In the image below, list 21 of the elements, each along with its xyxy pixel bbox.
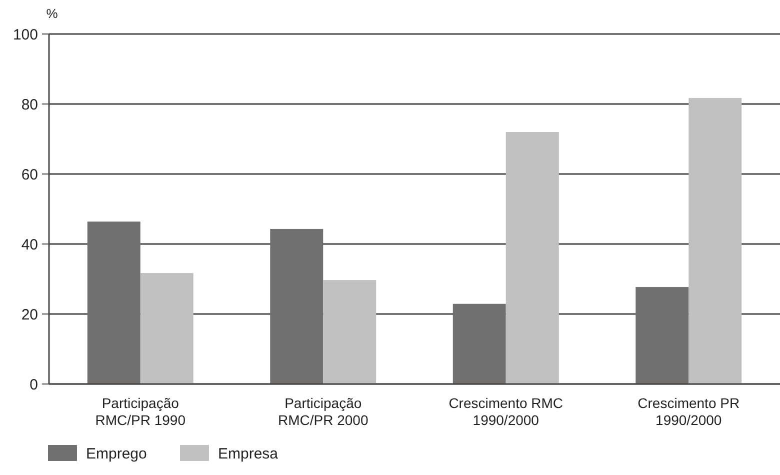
x-tick-label: Participação RMC/PR 1990 — [95, 395, 186, 428]
y-tick-label: 20 — [21, 306, 38, 324]
bar — [506, 132, 559, 384]
y-tick-label: 100 — [12, 26, 38, 44]
x-tick-label: Participação RMC/PR 2000 — [278, 395, 368, 428]
bar — [688, 98, 742, 384]
legend-label: Emprego — [86, 445, 147, 462]
bar — [452, 304, 506, 384]
y-tick-label: 60 — [21, 166, 38, 184]
bar — [636, 287, 689, 384]
x-tick-label: Crescimento PR 1990/2000 — [638, 395, 740, 428]
bar — [323, 280, 376, 384]
y-tick-label: 80 — [21, 96, 38, 114]
y-tick-label: 40 — [21, 236, 38, 254]
bar — [87, 222, 140, 384]
x-tick-label: Crescimento RMC 1990/2000 — [448, 395, 564, 428]
y-axis-title: % — [46, 6, 58, 21]
bar — [140, 273, 194, 384]
y-tick-label: 0 — [30, 376, 38, 394]
legend-label: Empresa — [218, 445, 279, 462]
bar — [270, 228, 324, 384]
